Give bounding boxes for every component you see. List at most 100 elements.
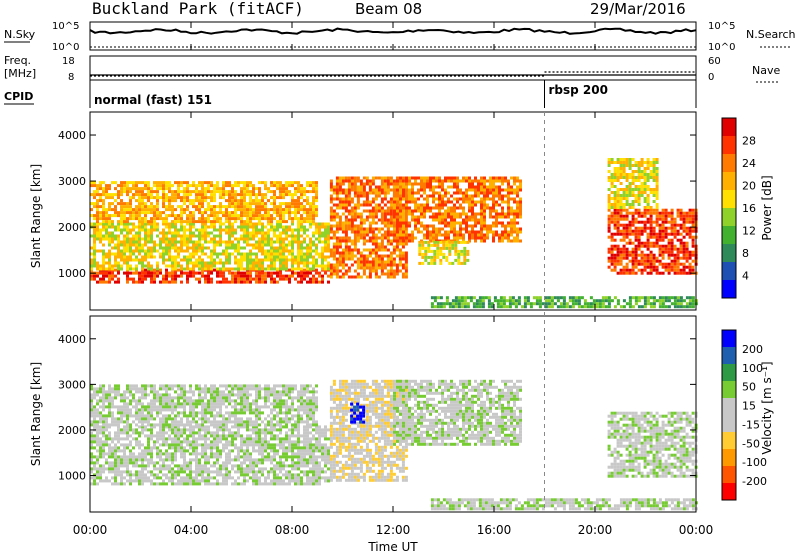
echo-cell: [411, 236, 414, 240]
echo-cell: [126, 470, 129, 474]
echo-cell: [267, 222, 270, 226]
echo-cell: [237, 264, 240, 268]
echo-cell: [398, 260, 402, 264]
echo-cell: [276, 214, 279, 218]
echo-cell: [622, 235, 626, 239]
echo-cell: [150, 446, 153, 450]
echo-cell: [321, 246, 324, 250]
echo-cell: [616, 176, 620, 179]
echo-cell: [439, 249, 443, 253]
echo-cell: [153, 274, 156, 278]
echo-cell: [270, 202, 273, 206]
echo-cell: [655, 268, 659, 272]
echo-cell: [498, 203, 501, 207]
echo-cell: [219, 271, 222, 275]
echo-cell: [332, 263, 336, 267]
echo-cell: [359, 182, 363, 186]
echo-cell: [297, 271, 300, 275]
echo-cell: [225, 240, 228, 244]
echo-cell: [132, 211, 135, 215]
echo-cell: [347, 227, 351, 231]
echo-cell: [279, 220, 282, 224]
echo-cell: [655, 208, 659, 212]
echo-cell: [368, 203, 372, 207]
echo-cell: [553, 302, 557, 306]
echo-cell: [189, 211, 192, 215]
echo-cell: [102, 187, 105, 191]
echo-cell: [318, 237, 321, 241]
echo-cell: [607, 206, 611, 209]
echo-cell: [652, 244, 656, 248]
echo-cell: [285, 181, 288, 185]
echo-cell: [622, 244, 626, 248]
echo-cell: [399, 203, 402, 207]
echo-cell: [592, 305, 596, 309]
echo-cell: [499, 296, 503, 300]
echo-cell: [622, 268, 626, 272]
echo-cell: [685, 259, 689, 263]
echo-cell: [353, 179, 357, 183]
echo-cell: [150, 434, 153, 438]
echo-cell: [332, 272, 336, 276]
echo-cell: [453, 230, 456, 234]
echo-cell: [362, 257, 366, 261]
echo-cell: [622, 232, 626, 236]
echo-cell: [389, 230, 393, 234]
echo-cell: [117, 434, 120, 438]
echo-cell: [637, 185, 641, 188]
echo-cell: [258, 214, 261, 218]
echo-cell: [637, 241, 641, 245]
echo-cell: [138, 473, 141, 477]
echo-cell: [159, 428, 162, 432]
echo-cell: [402, 227, 405, 231]
echo-cell: [628, 226, 632, 230]
echo-cell: [114, 461, 117, 465]
echo-cell: [270, 181, 273, 185]
echo-cell: [474, 236, 477, 240]
echo-cell: [335, 197, 339, 201]
echo-cell: [201, 271, 204, 275]
echo-cell: [249, 217, 252, 221]
echo-cell: [450, 185, 453, 189]
echo-cell: [454, 249, 458, 253]
echo-cell: [374, 191, 378, 195]
echo-cell: [399, 182, 402, 186]
echo-cell: [475, 302, 479, 306]
echo-cell: [135, 473, 138, 477]
echo-cell: [276, 184, 279, 188]
echo-cell: [335, 185, 339, 189]
echo-cell: [377, 185, 381, 189]
echo-cell: [655, 244, 659, 248]
echo-cell: [395, 248, 399, 252]
echo-cell: [625, 161, 629, 164]
echo-cell: [294, 277, 297, 281]
echo-cell: [393, 209, 396, 213]
echo-cell: [117, 440, 120, 444]
echo-cell: [595, 302, 599, 306]
echo-region: [90, 425, 330, 486]
echo-cell: [371, 257, 375, 261]
echo-cell: [123, 208, 126, 212]
echo-cell: [634, 235, 638, 239]
echo-cell: [213, 184, 216, 188]
echo-cell: [186, 181, 189, 185]
echo-cell: [132, 243, 135, 247]
echo-cell: [486, 179, 489, 183]
echo-cell: [99, 437, 102, 441]
echo-cell: [417, 218, 420, 222]
echo-cell: [474, 224, 477, 228]
echo-cell: [252, 277, 255, 281]
echo-cell: [291, 202, 294, 206]
echo-cell: [436, 249, 440, 253]
echo-cell: [646, 185, 650, 188]
echo-cell: [225, 261, 228, 265]
echo-cell: [389, 200, 393, 204]
echo-cell: [150, 449, 153, 453]
echo-cell: [679, 223, 683, 227]
echo-cell: [123, 190, 126, 194]
echo-cell: [616, 250, 620, 254]
echo-cell: [225, 190, 228, 194]
echo-cell: [222, 267, 225, 271]
echo-cell: [365, 200, 369, 204]
